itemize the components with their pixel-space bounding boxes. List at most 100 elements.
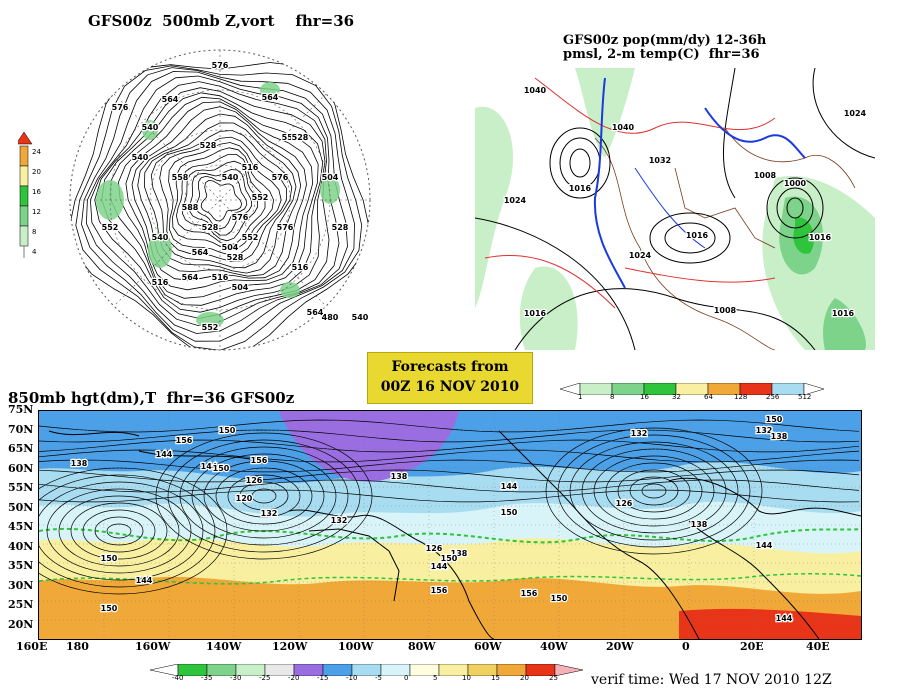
label-hgt: 156 [521,589,538,598]
label-500mb: 540 [152,233,169,242]
label-500mb: 504 [322,173,339,182]
label-500mb: 576 [112,103,129,112]
polar-map: 5765645525405285165045885765645525405285… [69,49,371,351]
label-hgt: 144 [201,462,218,471]
lat-label: 20N [8,617,34,631]
label-500mb: 576 [272,173,289,182]
label-hgt: 138 [71,459,88,468]
colorbar-precip: 1 8 16 32 64 128 256 512 [559,380,860,404]
label-500mb: 564 [307,308,324,317]
cb-precip-1: 1 [578,393,583,401]
label-500mb: 528 [332,223,349,232]
label-hgt: 120 [236,494,253,503]
label-hgt: 144 [156,450,173,459]
colorbar-temp: -40 -35 -30 -25 -20 -15 -10 -5 0 5 10 15 20 25 [149,661,590,691]
lat-label: 70N [8,422,34,436]
label-500mb: 576 [232,213,249,222]
cb-temp-label: 10 [462,674,471,682]
cb-precip-32: 32 [672,393,681,401]
label-hgt: 150 [766,415,783,424]
label-500mb: 576 [212,61,229,70]
label-500mb: 564 [192,248,209,257]
lon-label: 20E [740,640,764,653]
label-isobar: 1024 [844,109,867,118]
lon-label: 60W [474,640,502,653]
cb-temp-label: -20 [288,674,300,682]
map-850mb-svg: 1561501441381321261201441501561381441501… [39,411,861,639]
panel-precip-title-2: pmsl, 2-m temp(C) fhr=36 [563,47,760,62]
label-500mb: 540 [142,123,159,132]
label-500mb: 552 [252,193,269,202]
cb-vort-16: 16 [32,188,41,196]
lon-label: 140W [206,640,242,653]
label-hgt: 144 [756,541,773,550]
label-isobar: 1016 [832,309,855,318]
label-hgt: 150 [213,464,230,473]
label-500mb: 528 [292,133,309,142]
verif-time: verif time: Wed 17 NOV 2010 12Z [591,672,832,688]
label-isobar: 1016 [524,309,547,318]
forecast-line-2: 00Z 16 NOV 2010 [380,379,520,395]
lon-label: 20W [606,640,634,653]
label-hgt: 150 [551,594,568,603]
label-500mb: 528 [227,253,244,262]
lon-label: 40W [540,640,568,653]
label-500mb: 552 [242,233,259,242]
cb-temp-label: 5 [433,674,438,682]
label-500mb: 516 [212,273,229,282]
lon-label: 160W [135,640,171,653]
lat-label: 55N [8,481,34,494]
cb-temp-label: -35 [201,674,213,682]
label-hgt: 138 [691,520,708,529]
label-hgt: 132 [261,509,278,518]
label-500mb: 528 [202,223,219,232]
label-hgt: 132 [631,429,648,438]
panel-500mb-title: GFS00z 500mb Z,vort fhr=36 [88,12,355,30]
label-hgt: 126 [246,476,263,485]
cb-vort-24: 24 [32,148,41,156]
label-500mb: 516 [292,263,309,272]
label-500mb: 504 [232,283,249,292]
panel-precip-title-1: GFS00z pop(mm/dy) 12-36h [563,33,767,48]
label-hgt: 126 [426,544,443,553]
cb-precip-16: 16 [640,393,649,401]
cb-temp-label: -10 [346,674,358,682]
lon-label: 40E [806,640,830,653]
colorbar-precip-svg [559,382,825,396]
lon-label: 0 [682,640,690,653]
label-hgt: 156 [251,456,268,465]
cb-temp-label: 15 [491,674,500,682]
label-500mb: 576 [277,223,294,232]
label-500mb: 564 [162,95,179,104]
cb-vort-4: 4 [32,248,37,256]
label-500mb: 504 [222,243,239,252]
lon-label: 100W [338,640,374,653]
label-hgt: 138 [771,432,788,441]
lon-label: 120W [272,640,308,653]
label-isobar: 1000 [784,179,807,188]
label-500mb: 588 [182,203,199,212]
lon-label: 80W [408,640,436,653]
label-hgt: 150 [219,426,236,435]
label-isobar: 1016 [686,231,709,240]
cb-temp-label: -25 [259,674,271,682]
label-500mb: 564 [182,273,199,282]
cb-vort-20: 20 [32,168,41,176]
colorbar-vort-svg [15,131,33,258]
label-hgt: 144 [136,576,153,585]
cb-temp-label: 0 [404,674,409,682]
label-hgt: 132 [756,426,773,435]
lon-label: 180 [66,640,89,653]
cb-temp-label: 25 [549,674,558,682]
label-hgt: 138 [451,549,468,558]
lat-label: 40N [8,539,34,553]
label-hgt: 156 [176,436,193,445]
label-hgt: 150 [101,554,118,563]
cb-temp-label: -5 [375,674,382,682]
label-hgt: 144 [501,482,518,491]
label-isobar: 1024 [504,196,527,205]
lon-axis: 160E 180 160W 140W 120W 100W 80W 60W 40W 20W 0 20E 4… [0,640,900,654]
cb-temp-label: -15 [317,674,329,682]
label-isobar: 1016 [809,233,832,242]
lon-label: 160E [16,640,48,653]
